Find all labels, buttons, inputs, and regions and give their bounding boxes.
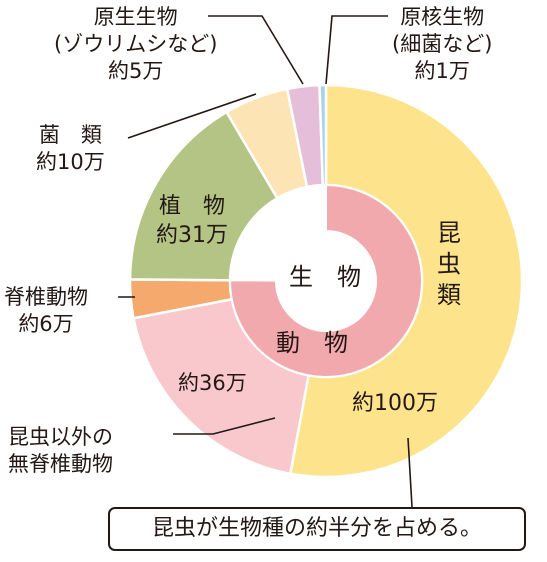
leader-note	[407, 437, 413, 508]
label-invert: 昆虫以外の 無脊椎動物	[8, 425, 113, 476]
label-prokaryotes: 原核生物 (細菌など) 約1万	[392, 5, 493, 83]
label-fungi: 菌 類 約10万	[36, 123, 105, 174]
outer-slice-3	[128, 110, 280, 282]
leader-protists	[208, 15, 304, 85]
leader-lines	[118, 15, 413, 508]
label-plants: 植 物 約31万	[156, 194, 228, 248]
label-center: 生 物	[289, 263, 361, 291]
label-vert: 脊椎動物 約6万	[4, 285, 88, 336]
leader-prokaryotes	[325, 15, 388, 85]
leader-fungi	[127, 93, 257, 139]
label-invert-value: 約36万	[178, 371, 247, 395]
outer-ring	[128, 83, 524, 479]
label-protists: 原生生物 (ゾウリムシなど) 約5万	[54, 5, 218, 83]
note-box: 昆虫が生物種の約半分を占める。	[108, 507, 526, 551]
label-insects-value: 約100万	[352, 391, 438, 416]
label-insects: 昆 虫 類	[437, 219, 461, 309]
label-animals: 動 物	[276, 329, 348, 357]
leader-invert	[173, 417, 276, 435]
center-hole	[276, 231, 376, 331]
